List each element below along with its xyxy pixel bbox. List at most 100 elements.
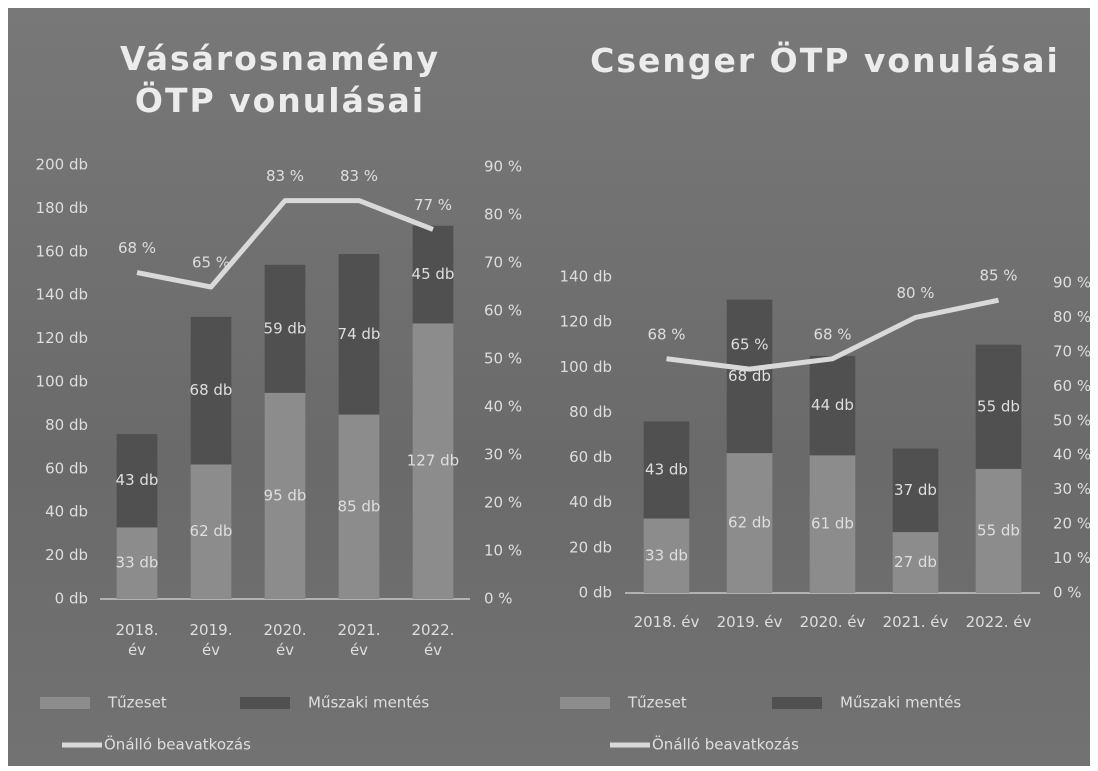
bar-value-label: 37 db bbox=[894, 481, 937, 499]
y2-tick-label: 20 % bbox=[484, 494, 522, 512]
y2-tick-label: 90 % bbox=[1053, 274, 1091, 292]
line-value-label: 80 % bbox=[896, 284, 934, 302]
y2-tick-label: 10 % bbox=[484, 542, 522, 560]
bar-segment bbox=[264, 392, 306, 599]
y2-tick-label: 50 % bbox=[484, 350, 522, 368]
bar-segment bbox=[190, 316, 232, 465]
bar-segment bbox=[264, 264, 306, 393]
y2-tick-label: 30 % bbox=[1053, 480, 1091, 498]
y2-tick-label: 80 % bbox=[1053, 308, 1091, 326]
x-tick-label: 2021. év bbox=[882, 613, 949, 631]
y2-tick-label: 30 % bbox=[484, 446, 522, 464]
bar-value-label: 33 db bbox=[645, 546, 688, 564]
bar-segment bbox=[726, 453, 773, 593]
y-tick-label: 60 db bbox=[569, 448, 612, 466]
x-tick-label: 2018. év bbox=[115, 621, 159, 659]
y-tick-label: 80 db bbox=[569, 403, 612, 421]
bar-segment bbox=[975, 468, 1022, 593]
legend-swatch bbox=[40, 697, 90, 709]
bar-segment bbox=[116, 527, 158, 599]
bar-value-label: 43 db bbox=[645, 460, 688, 478]
bar-segment bbox=[412, 225, 454, 324]
x-tick-label: 2019. év bbox=[716, 613, 783, 631]
y2-tick-label: 90 % bbox=[484, 158, 522, 176]
bar-value-label: 61 db bbox=[811, 515, 854, 533]
y-tick-label: 100 db bbox=[560, 358, 612, 376]
bar-value-label: 45 db bbox=[412, 265, 455, 283]
bar-segment bbox=[190, 464, 232, 599]
bar-segment bbox=[809, 356, 856, 456]
legend-swatch bbox=[240, 697, 290, 709]
bar-value-label: 43 db bbox=[116, 471, 159, 489]
line-value-label: 65 % bbox=[192, 254, 230, 272]
y2-tick-label: 20 % bbox=[1053, 515, 1091, 533]
y2-tick-label: 40 % bbox=[1053, 446, 1091, 464]
y-tick-label: 0 db bbox=[55, 590, 88, 608]
line-value-label: 68 % bbox=[813, 325, 851, 343]
y-tick-label: 0 db bbox=[579, 584, 612, 602]
y-tick-label: 40 db bbox=[569, 493, 612, 511]
legend-label: Tűzeset bbox=[107, 694, 167, 712]
bar-value-label: 68 db bbox=[728, 367, 771, 385]
bar-value-label: 55 db bbox=[977, 397, 1020, 415]
bar-value-label: 33 db bbox=[116, 554, 159, 572]
legend-swatch bbox=[772, 697, 822, 709]
legend-label: Műszaki mentés bbox=[308, 694, 429, 712]
y2-tick-label: 0 % bbox=[1053, 584, 1082, 602]
legend-label: Műszaki mentés bbox=[840, 694, 961, 712]
line-series bbox=[136, 198, 434, 290]
bar-segment bbox=[643, 518, 690, 593]
y2-tick-label: 60 % bbox=[484, 302, 522, 320]
bar-segment bbox=[338, 414, 380, 599]
bar-value-label: 85 db bbox=[338, 497, 381, 515]
y2-tick-label: 50 % bbox=[1053, 411, 1091, 429]
x-tick-label: 2018. év bbox=[633, 613, 700, 631]
x-tick-label: 2022. év bbox=[965, 613, 1032, 631]
legend-label: Tűzeset bbox=[627, 694, 687, 712]
y-tick-label: 60 db bbox=[45, 459, 88, 477]
bar-segment bbox=[412, 323, 454, 599]
y2-tick-label: 0 % bbox=[484, 590, 513, 608]
bar-value-label: 44 db bbox=[811, 396, 854, 414]
bar-segment bbox=[892, 532, 939, 593]
y2-tick-label: 70 % bbox=[484, 254, 522, 272]
x-tick-label: 2021. év bbox=[337, 621, 381, 659]
line-value-label: 85 % bbox=[979, 267, 1017, 285]
bar-segment bbox=[809, 455, 856, 593]
bar-value-label: 62 db bbox=[728, 514, 771, 532]
y-tick-label: 120 db bbox=[36, 329, 88, 347]
chart-title: Csenger ÖTP vonulásai bbox=[590, 41, 1060, 80]
bar-value-label: 55 db bbox=[977, 521, 1020, 539]
y-tick-label: 140 db bbox=[560, 268, 612, 286]
bar-segment bbox=[726, 299, 773, 454]
bar-segment bbox=[338, 253, 380, 415]
y-tick-label: 160 db bbox=[36, 242, 88, 260]
bar-value-label: 62 db bbox=[190, 522, 233, 540]
y2-tick-label: 60 % bbox=[1053, 377, 1091, 395]
y-tick-label: 120 db bbox=[560, 313, 612, 331]
y-tick-label: 180 db bbox=[36, 199, 88, 217]
bar-value-label: 74 db bbox=[338, 325, 381, 343]
y2-tick-label: 80 % bbox=[484, 206, 522, 224]
y-tick-label: 200 db bbox=[36, 156, 88, 174]
y2-tick-label: 10 % bbox=[1053, 549, 1091, 567]
y-tick-label: 140 db bbox=[36, 286, 88, 304]
line-value-label: 83 % bbox=[266, 167, 304, 185]
line-value-label: 68 % bbox=[647, 325, 685, 343]
line-value-label: 65 % bbox=[730, 336, 768, 354]
legend-swatch bbox=[560, 697, 610, 709]
legend-label: Önálló beavatkozás bbox=[104, 735, 251, 754]
bar-segment bbox=[116, 434, 158, 528]
line-value-label: 77 % bbox=[414, 196, 452, 214]
bar-value-label: 95 db bbox=[264, 486, 307, 504]
bar-value-label: 27 db bbox=[894, 553, 937, 571]
chart-title: Vásárosnamény ÖTP vonulásai bbox=[119, 39, 441, 120]
y-tick-label: 20 db bbox=[45, 546, 88, 564]
y-tick-label: 40 db bbox=[45, 503, 88, 521]
bar-value-label: 59 db bbox=[264, 319, 307, 337]
y2-tick-label: 70 % bbox=[1053, 342, 1091, 360]
bar-value-label: 127 db bbox=[407, 452, 459, 470]
bar-segment bbox=[975, 344, 1022, 469]
